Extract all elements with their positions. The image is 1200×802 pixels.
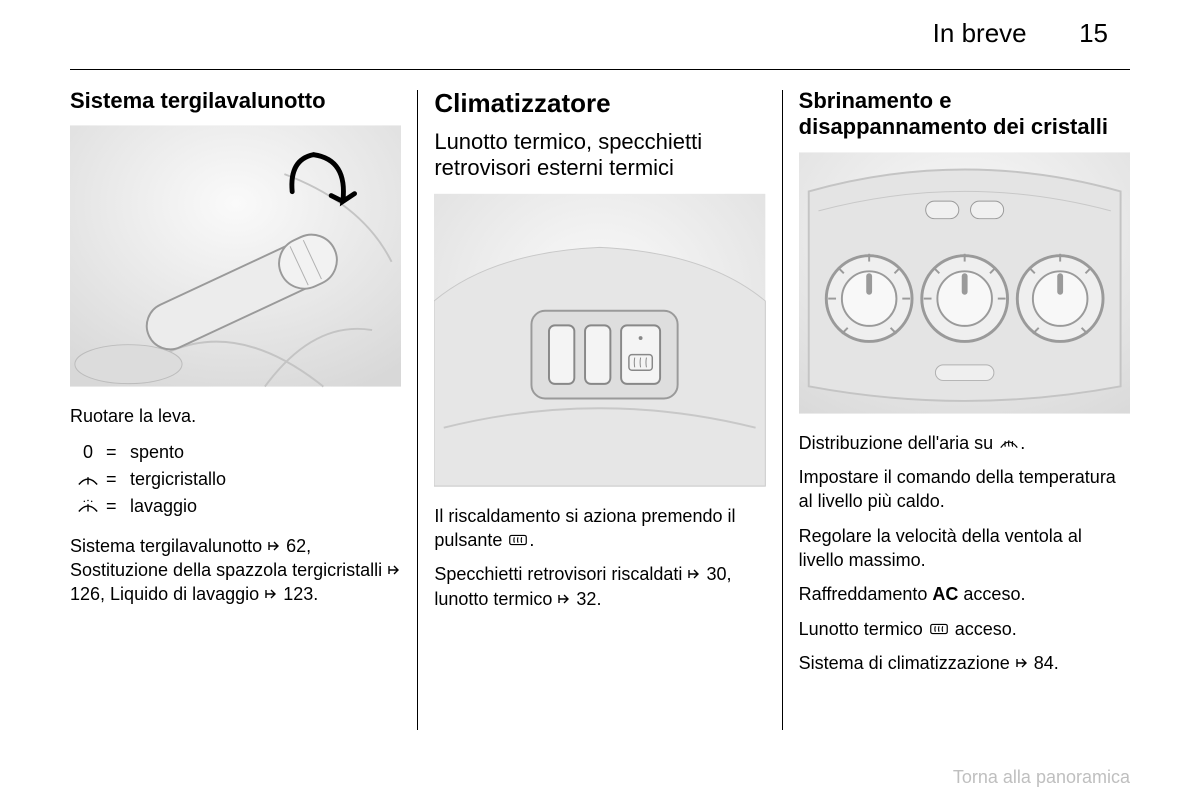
col3-p3: Regolare la velocità della ventola al li… bbox=[799, 524, 1130, 573]
ref-icon bbox=[687, 567, 701, 581]
ref-icon bbox=[1015, 656, 1029, 670]
col3-p5: Lunotto termico acceso. bbox=[799, 617, 1130, 641]
col2-sub-heading: Lunotto termico, specchietti retrovisori… bbox=[434, 129, 765, 182]
def-eq: = bbox=[106, 439, 130, 466]
footer-back-link[interactable]: Torna alla panoramica bbox=[953, 767, 1130, 788]
chapter-title: In breve bbox=[933, 18, 1027, 49]
def-row-0: 0 = spento bbox=[70, 439, 401, 466]
figure-climate-dials bbox=[799, 149, 1130, 417]
ref-icon bbox=[264, 587, 278, 601]
def-val-2: lavaggio bbox=[130, 493, 401, 520]
def-row-2: = lavaggio bbox=[70, 493, 401, 520]
defrost-rear-icon bbox=[928, 621, 950, 637]
page-header: In breve 15 bbox=[0, 0, 1200, 49]
def-row-1: = tergicristallo bbox=[70, 466, 401, 493]
col1-definitions: 0 = spento = tergicristallo = lavaggio bbox=[70, 439, 401, 520]
col1-rotate-text: Ruotare la leva. bbox=[70, 404, 401, 428]
defrost-rear-icon bbox=[507, 532, 529, 548]
page-number: 15 bbox=[1079, 18, 1108, 49]
col3-p6: Sistema di climatizzazione 84. bbox=[799, 651, 1130, 675]
col3-p4: Raffreddamento AC acceso. bbox=[799, 582, 1130, 606]
def-key-0: 0 bbox=[70, 439, 106, 466]
content-columns: Sistema tergilavalunotto bbox=[0, 70, 1200, 730]
ac-label: AC bbox=[932, 584, 958, 604]
figure-button-panel bbox=[434, 190, 765, 490]
ref-icon bbox=[387, 563, 401, 577]
ref-icon bbox=[557, 592, 571, 606]
col1-heading: Sistema tergilavalunotto bbox=[70, 88, 401, 114]
wipe-icon bbox=[70, 466, 106, 493]
col3-p1: Distribuzione dell'aria su . bbox=[799, 431, 1130, 455]
ref-icon bbox=[267, 539, 281, 553]
def-val-0: spento bbox=[130, 439, 401, 466]
col1-references: Sistema tergilavalunotto 62, Sostituzion… bbox=[70, 534, 401, 607]
col3-heading: Sbrinamento e disappannamento dei crista… bbox=[799, 88, 1130, 141]
col2-p1: Il riscaldamento si aziona premendo il p… bbox=[434, 504, 765, 553]
column-3: Sbrinamento e disappannamento dei crista… bbox=[783, 88, 1130, 730]
def-val-1: tergicristallo bbox=[130, 466, 401, 493]
figure-wiper-stalk bbox=[70, 122, 401, 390]
col2-main-heading: Climatizzatore bbox=[434, 88, 765, 119]
column-1: Sistema tergilavalunotto bbox=[70, 88, 417, 730]
defrost-front-icon bbox=[998, 435, 1020, 451]
column-2: Climatizzatore Lunotto termico, specchie… bbox=[418, 88, 781, 730]
col3-p2: Impostare il comando della temperatura a… bbox=[799, 465, 1130, 514]
col2-p2: Specchietti retrovisori riscaldati 30, l… bbox=[434, 562, 765, 611]
wash-icon bbox=[70, 493, 106, 520]
